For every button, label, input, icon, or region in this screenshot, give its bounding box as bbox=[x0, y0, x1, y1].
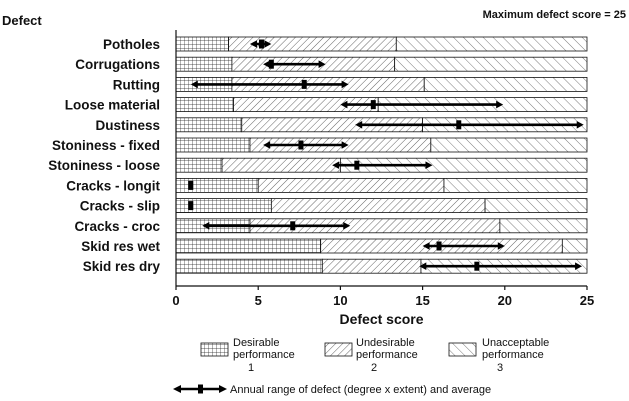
category-label: Cracks - croc bbox=[74, 219, 160, 234]
category-label: Loose material bbox=[65, 98, 160, 113]
x-tick-label: 5 bbox=[255, 293, 262, 308]
legend-range-annotation: Annual range of defect (degree x extent)… bbox=[230, 384, 491, 396]
legend-average-marker bbox=[198, 385, 203, 394]
category-label: Rutting bbox=[113, 77, 160, 92]
range-average-marker bbox=[188, 181, 193, 190]
bar-segment bbox=[176, 239, 321, 253]
category-label: Stoniness - loose bbox=[48, 158, 160, 173]
bar-segment bbox=[485, 199, 587, 213]
legend-level: 2 bbox=[371, 362, 377, 374]
bar-segment bbox=[258, 178, 444, 192]
x-tick-label: 15 bbox=[415, 293, 429, 308]
range-average-marker bbox=[290, 221, 295, 230]
corner-title: Defect bbox=[2, 13, 42, 28]
legend-level: 3 bbox=[497, 362, 503, 374]
max-score-note: Maximum defect score = 25 bbox=[483, 9, 626, 21]
bar-segment bbox=[176, 158, 222, 172]
category-label: Potholes bbox=[103, 37, 160, 52]
bar-segment bbox=[444, 178, 587, 192]
range-average-marker bbox=[298, 141, 303, 150]
bar-segment bbox=[395, 57, 587, 71]
range-average-marker bbox=[371, 100, 376, 109]
range-average-marker bbox=[437, 242, 442, 251]
x-axis-title: Defect score bbox=[339, 311, 423, 327]
category-label: Corrugations bbox=[75, 57, 160, 72]
category-label: Cracks - longit bbox=[66, 178, 160, 193]
legend-swatch bbox=[325, 343, 352, 356]
range-average-marker bbox=[474, 262, 479, 271]
category-label: Cracks - slip bbox=[80, 199, 160, 214]
bar-segment bbox=[431, 138, 587, 152]
legend-label: Undesirable performance bbox=[356, 337, 418, 361]
legend-label: Unacceptable performance bbox=[482, 337, 549, 361]
range-average-marker bbox=[269, 60, 274, 69]
bar-segment bbox=[176, 37, 229, 51]
category-label: Dustiness bbox=[95, 118, 160, 133]
x-tick-label: 0 bbox=[172, 293, 179, 308]
range-average-marker bbox=[354, 161, 359, 170]
bar-segment bbox=[500, 219, 587, 233]
range-average-marker bbox=[302, 80, 307, 89]
bar-segment bbox=[322, 259, 421, 273]
x-tick-label: 25 bbox=[580, 293, 594, 308]
bar-segment bbox=[176, 98, 234, 112]
bar-segment bbox=[396, 37, 587, 51]
legend-label: Desirable performance bbox=[233, 337, 295, 361]
category-label: Skid res wet bbox=[81, 239, 160, 254]
category-label: Skid res dry bbox=[83, 259, 161, 274]
bar-segment bbox=[271, 199, 485, 213]
legend-level: 1 bbox=[248, 362, 254, 374]
legend-swatch bbox=[201, 343, 228, 356]
bar-segment bbox=[176, 259, 322, 273]
category-label: Stoniness - fixed bbox=[52, 138, 160, 153]
bar-segment bbox=[562, 239, 587, 253]
range-average-marker bbox=[456, 120, 461, 129]
bar-segment bbox=[176, 138, 250, 152]
legend-swatch bbox=[449, 343, 476, 356]
x-tick-label: 20 bbox=[498, 293, 512, 308]
legend-arrowhead-left bbox=[173, 385, 181, 393]
bar-segment bbox=[176, 118, 242, 132]
bar-segment bbox=[424, 77, 587, 91]
bar-segment bbox=[222, 158, 340, 172]
range-average-marker bbox=[259, 40, 264, 49]
legend-arrowhead-right bbox=[219, 385, 227, 393]
range-average-marker bbox=[188, 201, 193, 210]
bar-segment bbox=[176, 57, 232, 71]
x-tick-label: 10 bbox=[333, 293, 347, 308]
